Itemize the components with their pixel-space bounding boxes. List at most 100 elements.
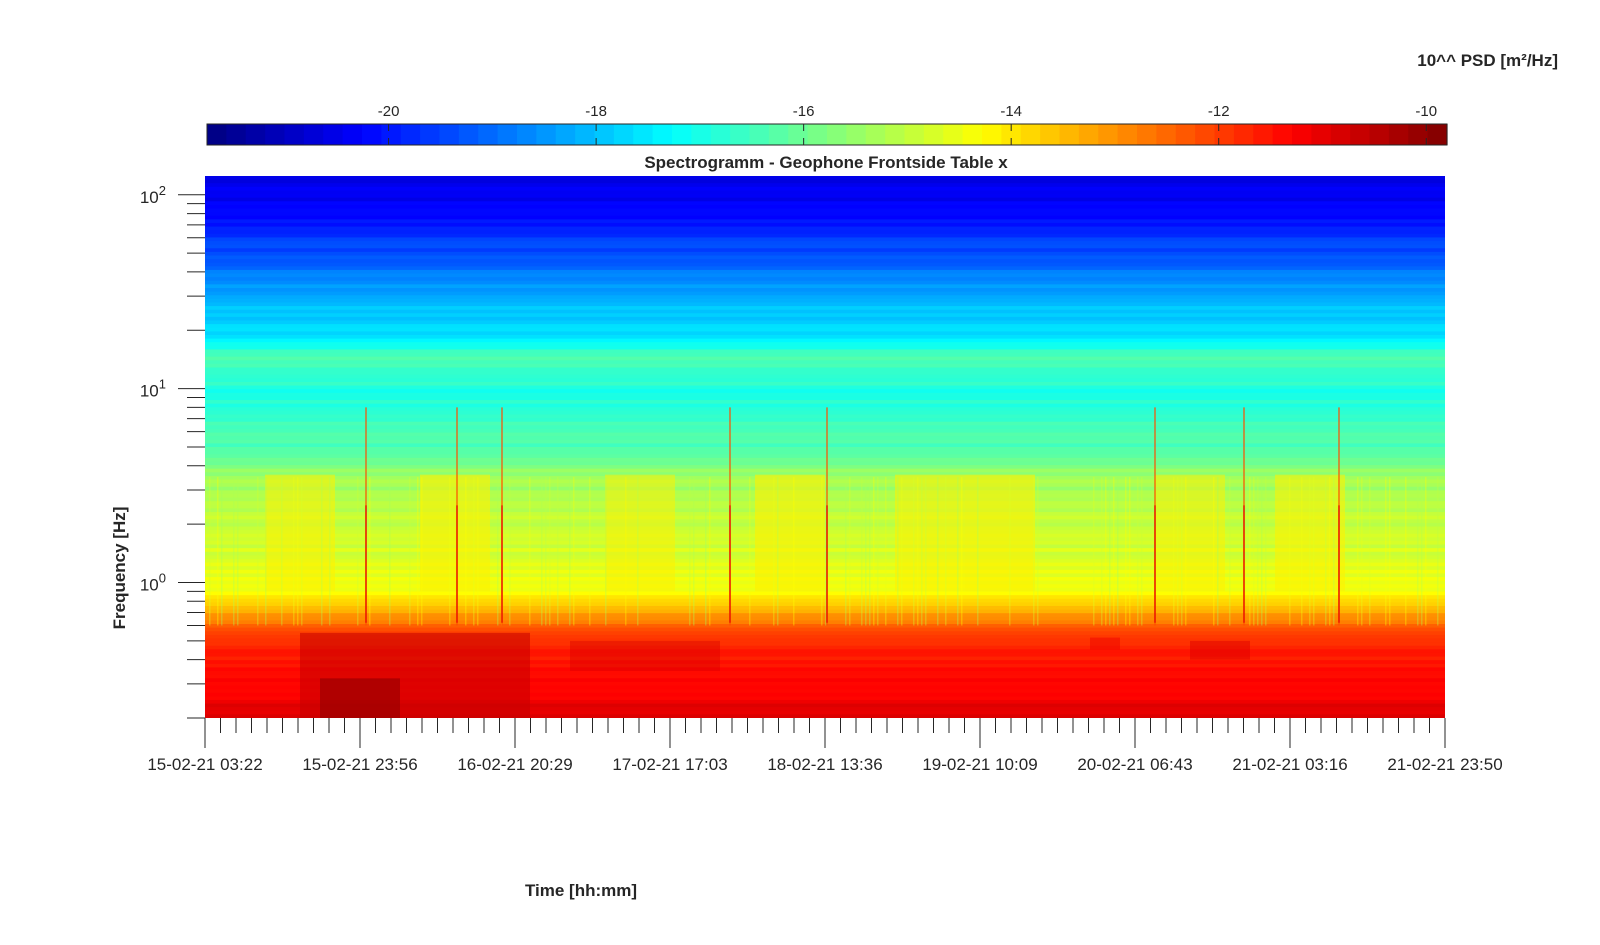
colorbar-cell [1253,124,1274,145]
texture-line [1333,477,1335,626]
frequency-band [205,681,1445,687]
texture-line [605,477,607,626]
colorbar-cell [962,124,983,145]
colorbar-cell [1020,124,1041,145]
y-axis-label: Frequency [Hz] [110,507,129,630]
colorbar-cell [1175,124,1196,145]
texture-line [917,477,919,626]
colorbar-cell [1233,124,1254,145]
colorbar-label: 10^^ PSD [m²/Hz] [1417,51,1558,70]
frequency-band [205,316,1445,322]
colorbar-cell [381,124,402,145]
activity-patch [605,474,675,592]
colorbar-cell [923,124,944,145]
texture-line [625,477,627,626]
frequency-band [205,396,1445,401]
texture-line [573,477,575,626]
activity-patch [1275,474,1345,592]
colorbar-cell [1388,124,1409,145]
frequency-band [205,367,1445,372]
colorbar-cell [943,124,964,145]
colorbar-cell [265,124,286,145]
frequency-band [205,414,1445,419]
x-tick-label: 17-02-21 17:03 [612,755,727,774]
colorbar-gradient [207,124,1448,145]
texture-line [541,477,543,626]
texture-line [1129,477,1131,626]
colorbar-cell [1350,124,1371,145]
texture-line [1405,477,1407,626]
colorbar-cell [1369,124,1390,145]
frequency-band [205,334,1445,340]
frequency-band [205,324,1445,329]
texture-line [1385,477,1387,626]
frequency-band [205,707,1445,712]
texture-line [977,477,979,626]
frequency-band [205,616,1445,622]
frequency-band [205,208,1445,213]
texture-line [1037,477,1039,626]
frequency-band [205,353,1445,358]
frequency-band [205,201,1445,206]
colorbar-cell [517,124,537,145]
frequency-band [205,656,1445,661]
texture-line [293,477,295,626]
texture-line [637,477,639,626]
colorbar-cell [827,124,847,145]
texture-line [961,477,963,626]
colorbar-tick-label: -12 [1208,103,1230,120]
texture-line [217,477,219,626]
frequency-band [205,197,1445,203]
x-tick-label: 19-02-21 10:09 [922,755,1037,774]
frequency-band [205,465,1445,470]
texture-line [773,477,775,626]
frequency-band [205,331,1445,336]
texture-line [1181,477,1183,626]
colorbar-cell [846,124,867,145]
frequency-band [205,699,1445,705]
colorbar: -20 -18 -16 -14 -12 -10 [206,103,1448,146]
chart-title: Spectrogramm - Geophone Frontside Table … [644,153,1008,172]
colorbar-cell [1001,124,1022,145]
frequency-band [205,204,1445,210]
activity-patch [420,474,490,592]
texture-line [421,477,423,626]
texture-line [709,477,711,626]
frequency-band [205,291,1445,297]
frequency-band [205,313,1445,318]
texture-line [1417,477,1419,626]
colorbar-cell [1427,124,1448,145]
texture-line [1109,477,1111,626]
colorbar-cell [672,124,692,145]
colorbar-cell [245,124,266,145]
frequency-band [205,432,1445,437]
x-tick-label: 15-02-21 03:22 [147,755,262,774]
frequency-band [205,439,1445,445]
colorbar-cell [284,124,305,145]
texture-line [477,477,479,626]
y-tick-label: 100 [140,571,166,595]
frequency-band [205,450,1445,456]
colorbar-cell [788,124,809,145]
texture-line [921,477,923,626]
frequency-band [205,255,1445,260]
texture-line [1369,477,1371,626]
texture-line [409,477,411,626]
texture-line [1213,477,1215,626]
colorbar-cell [1311,124,1332,145]
x-tick-label: 15-02-21 23:56 [302,755,417,774]
texture-line [1117,477,1119,626]
texture-line [749,477,751,626]
texture-line [1217,477,1219,626]
frequency-band [205,248,1445,253]
y-tick-label: 102 [140,183,166,207]
frequency-band [205,237,1445,242]
texture-line [1329,477,1331,626]
texture-line [557,477,559,626]
energy-patch [1190,640,1250,660]
frequency-band [205,327,1445,333]
frequency-band [205,660,1445,665]
colorbar-cell [1098,124,1119,145]
texture-line [369,477,371,626]
activity-patch [265,474,335,592]
